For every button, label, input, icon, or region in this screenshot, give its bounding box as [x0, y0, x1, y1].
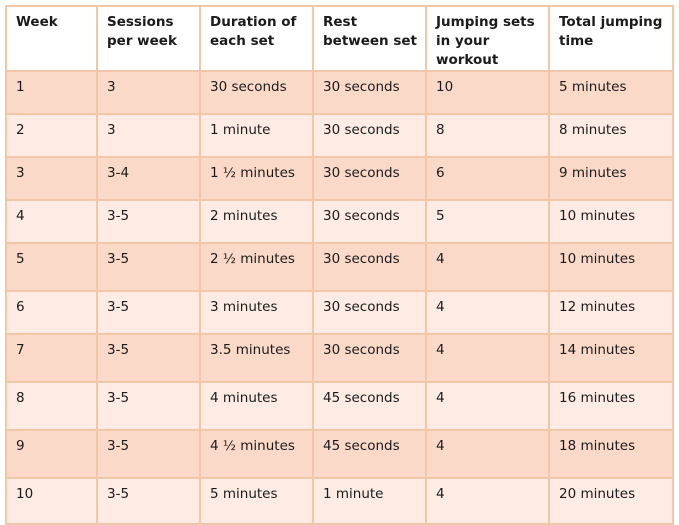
header-rest-between-set: Rest between set: [312, 5, 427, 72]
cell-sessions: 3-4: [96, 156, 201, 201]
cell-week: 4: [5, 199, 98, 244]
cell-week: 1: [5, 70, 98, 115]
cell-rest: 1 minute: [312, 477, 427, 525]
cell-duration: 30 seconds: [199, 70, 314, 115]
cell-rest: 30 seconds: [312, 333, 427, 383]
cell-rest: 45 seconds: [312, 429, 427, 479]
cell-rest: 30 seconds: [312, 113, 427, 158]
cell-rest: 45 seconds: [312, 381, 427, 431]
cell-duration: 1 minute: [199, 113, 314, 158]
cell-sets: 5: [425, 199, 550, 244]
cell-sets: 4: [425, 429, 550, 479]
cell-total-time: 14 minutes: [548, 333, 674, 383]
cell-sets: 6: [425, 156, 550, 201]
cell-duration: 1 ½ minutes: [199, 156, 314, 201]
header-sessions-per-week: Sessions per week: [96, 5, 201, 72]
cell-sessions: 3-5: [96, 381, 201, 431]
cell-week: 8: [5, 381, 98, 431]
cell-week: 5: [5, 242, 98, 292]
cell-week: 3: [5, 156, 98, 201]
table-row: 7 3-5 3.5 minutes 30 seconds 4 14 minute…: [5, 333, 674, 383]
table-row: 10 3-5 5 minutes 1 minute 4 20 minutes: [5, 477, 674, 525]
cell-sessions: 3-5: [96, 333, 201, 383]
cell-sets: 4: [425, 477, 550, 525]
cell-sets: 4: [425, 381, 550, 431]
cell-sets: 4: [425, 333, 550, 383]
cell-sessions: 3: [96, 70, 201, 115]
cell-week: 10: [5, 477, 98, 525]
cell-total-time: 18 minutes: [548, 429, 674, 479]
cell-duration: 4 ½ minutes: [199, 429, 314, 479]
workout-plan-table: Week Sessions per week Duration of each …: [5, 5, 674, 525]
cell-rest: 30 seconds: [312, 156, 427, 201]
table-row: 1 3 30 seconds 30 seconds 10 5 minutes: [5, 70, 674, 115]
cell-duration: 3.5 minutes: [199, 333, 314, 383]
table-row: 8 3-5 4 minutes 45 seconds 4 16 minutes: [5, 381, 674, 431]
cell-sessions: 3-5: [96, 242, 201, 292]
cell-sessions: 3-5: [96, 429, 201, 479]
cell-sets: 10: [425, 70, 550, 115]
table-row: 3 3-4 1 ½ minutes 30 seconds 6 9 minutes: [5, 156, 674, 201]
cell-sets: 8: [425, 113, 550, 158]
cell-total-time: 9 minutes: [548, 156, 674, 201]
cell-duration: 2 minutes: [199, 199, 314, 244]
cell-rest: 30 seconds: [312, 242, 427, 292]
cell-duration: 4 minutes: [199, 381, 314, 431]
table-row: 2 3 1 minute 30 seconds 8 8 minutes: [5, 113, 674, 158]
cell-total-time: 10 minutes: [548, 199, 674, 244]
cell-sessions: 3-5: [96, 199, 201, 244]
cell-total-time: 20 minutes: [548, 477, 674, 525]
table-row: 4 3-5 2 minutes 30 seconds 5 10 minutes: [5, 199, 674, 244]
cell-week: 6: [5, 290, 98, 335]
cell-sessions: 3-5: [96, 290, 201, 335]
header-jumping-sets: Jumping sets in your workout: [425, 5, 550, 72]
cell-total-time: 8 minutes: [548, 113, 674, 158]
cell-total-time: 10 minutes: [548, 242, 674, 292]
table-row: 5 3-5 2 ½ minutes 30 seconds 4 10 minute…: [5, 242, 674, 292]
cell-rest: 30 seconds: [312, 290, 427, 335]
header-duration-of-each-set: Duration of each set: [199, 5, 314, 72]
cell-rest: 30 seconds: [312, 70, 427, 115]
cell-week: 2: [5, 113, 98, 158]
cell-sessions: 3-5: [96, 477, 201, 525]
cell-week: 9: [5, 429, 98, 479]
table-row: 9 3-5 4 ½ minutes 45 seconds 4 18 minute…: [5, 429, 674, 479]
cell-total-time: 16 minutes: [548, 381, 674, 431]
cell-sets: 4: [425, 242, 550, 292]
cell-week: 7: [5, 333, 98, 383]
table-header-row: Week Sessions per week Duration of each …: [5, 5, 674, 72]
cell-total-time: 12 minutes: [548, 290, 674, 335]
cell-duration: 2 ½ minutes: [199, 242, 314, 292]
cell-sets: 4: [425, 290, 550, 335]
cell-duration: 5 minutes: [199, 477, 314, 525]
table-row: 6 3-5 3 minutes 30 seconds 4 12 minutes: [5, 290, 674, 335]
header-week: Week: [5, 5, 98, 72]
cell-rest: 30 seconds: [312, 199, 427, 244]
cell-sessions: 3: [96, 113, 201, 158]
header-total-jumping-time: Total jumping time: [548, 5, 674, 72]
cell-duration: 3 minutes: [199, 290, 314, 335]
cell-total-time: 5 minutes: [548, 70, 674, 115]
